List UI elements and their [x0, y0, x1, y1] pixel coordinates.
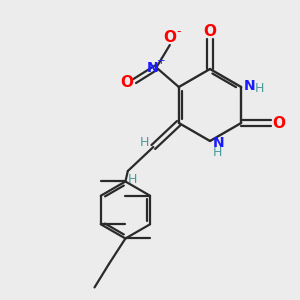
Text: -: -	[176, 25, 180, 38]
Text: +: +	[158, 56, 166, 66]
Text: O: O	[163, 30, 176, 45]
Text: N: N	[147, 61, 158, 74]
Text: N: N	[244, 79, 255, 92]
Text: H: H	[128, 173, 137, 186]
Text: H: H	[255, 82, 265, 95]
Text: H: H	[140, 136, 150, 149]
Text: N: N	[213, 136, 224, 150]
Text: O: O	[121, 75, 134, 90]
Text: O: O	[272, 116, 285, 130]
Text: O: O	[203, 24, 217, 39]
Text: H: H	[213, 146, 222, 159]
